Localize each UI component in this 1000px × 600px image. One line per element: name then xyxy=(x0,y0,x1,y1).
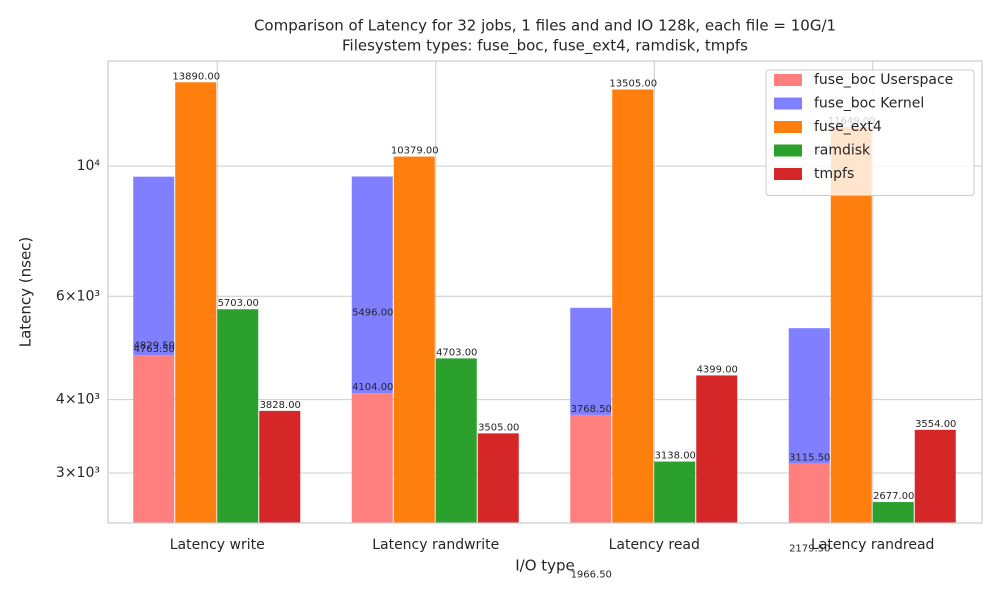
bar xyxy=(696,375,738,523)
bar xyxy=(217,309,259,523)
value-label: 4703.00 xyxy=(436,347,477,358)
value-label: 4104.00 xyxy=(352,382,393,393)
value-label: 3138.00 xyxy=(655,451,696,462)
value-label: 3828.00 xyxy=(260,400,301,411)
legend-label: fuse_boc Kernel xyxy=(814,96,924,112)
y-axis-label: Latency (nsec) xyxy=(17,237,35,348)
bar xyxy=(654,461,696,523)
value-label: 5496.00 xyxy=(352,308,393,319)
y-tick-label: 10⁴ xyxy=(77,158,101,174)
bar xyxy=(570,307,612,415)
x-tick-label: Latency write xyxy=(170,537,265,553)
y-tick-label: 3×10³ xyxy=(56,465,100,481)
bar xyxy=(175,82,217,524)
bar xyxy=(914,429,956,523)
value-label: 2677.00 xyxy=(873,491,914,502)
y-tick-label: 6×10³ xyxy=(56,288,100,304)
bar xyxy=(872,502,914,523)
value-label: 3768.50 xyxy=(571,404,612,415)
legend: fuse_boc Userspace fuse_boc Kernel fuse_ex… xyxy=(765,69,975,196)
legend-swatch xyxy=(774,168,802,180)
value-label: 4399.00 xyxy=(697,364,738,375)
value-label: 1966.50 xyxy=(571,570,612,581)
legend-box xyxy=(765,69,975,196)
value-label: 3505.00 xyxy=(478,422,519,433)
bar xyxy=(351,176,393,394)
bar xyxy=(393,156,435,524)
chart-subtitle: Filesystem types: fuse_boc, fuse_ext4, r… xyxy=(342,37,748,56)
plot-frame xyxy=(107,60,983,524)
legend-label: fuse_ext4 xyxy=(814,119,882,135)
y-tick-label: 4×10³ xyxy=(56,392,100,408)
legend-swatch xyxy=(774,74,802,86)
bar xyxy=(259,410,301,523)
value-label: 5703.00 xyxy=(218,298,259,309)
legend-label: fuse_boc Userspace xyxy=(814,72,953,88)
bar xyxy=(788,463,830,523)
legend-swatch xyxy=(774,121,802,133)
value-label: 4763.50 xyxy=(134,344,175,355)
value-label: 4829.50 xyxy=(134,341,175,352)
bar xyxy=(570,414,612,523)
legend-label: ramdisk xyxy=(814,143,871,159)
legend-swatch xyxy=(774,144,802,157)
legend-swatch xyxy=(774,97,802,110)
value-label: 13890.00 xyxy=(172,71,220,82)
x-tick-label: Latency read xyxy=(609,537,700,553)
bar xyxy=(788,328,830,464)
bar xyxy=(435,358,477,523)
value-label: 10379.00 xyxy=(391,146,439,157)
bar xyxy=(612,89,654,523)
x-axis-label: I/O type xyxy=(515,557,575,575)
bar xyxy=(133,355,175,523)
chart-title: Comparison of Latency for 32 jobs, 1 fil… xyxy=(254,17,836,35)
value-label: 3115.50 xyxy=(789,452,830,463)
x-tick-label: Latency randread xyxy=(811,537,934,553)
value-label: 3554.00 xyxy=(915,419,956,430)
value-label: 2179.50 xyxy=(789,543,830,554)
legend-label: tmpfs xyxy=(814,166,854,182)
x-tick-label: Latency randwrite xyxy=(372,537,499,553)
bar xyxy=(133,176,175,356)
bar xyxy=(351,393,393,523)
bar xyxy=(477,433,519,523)
value-label: 13505.00 xyxy=(609,78,657,89)
